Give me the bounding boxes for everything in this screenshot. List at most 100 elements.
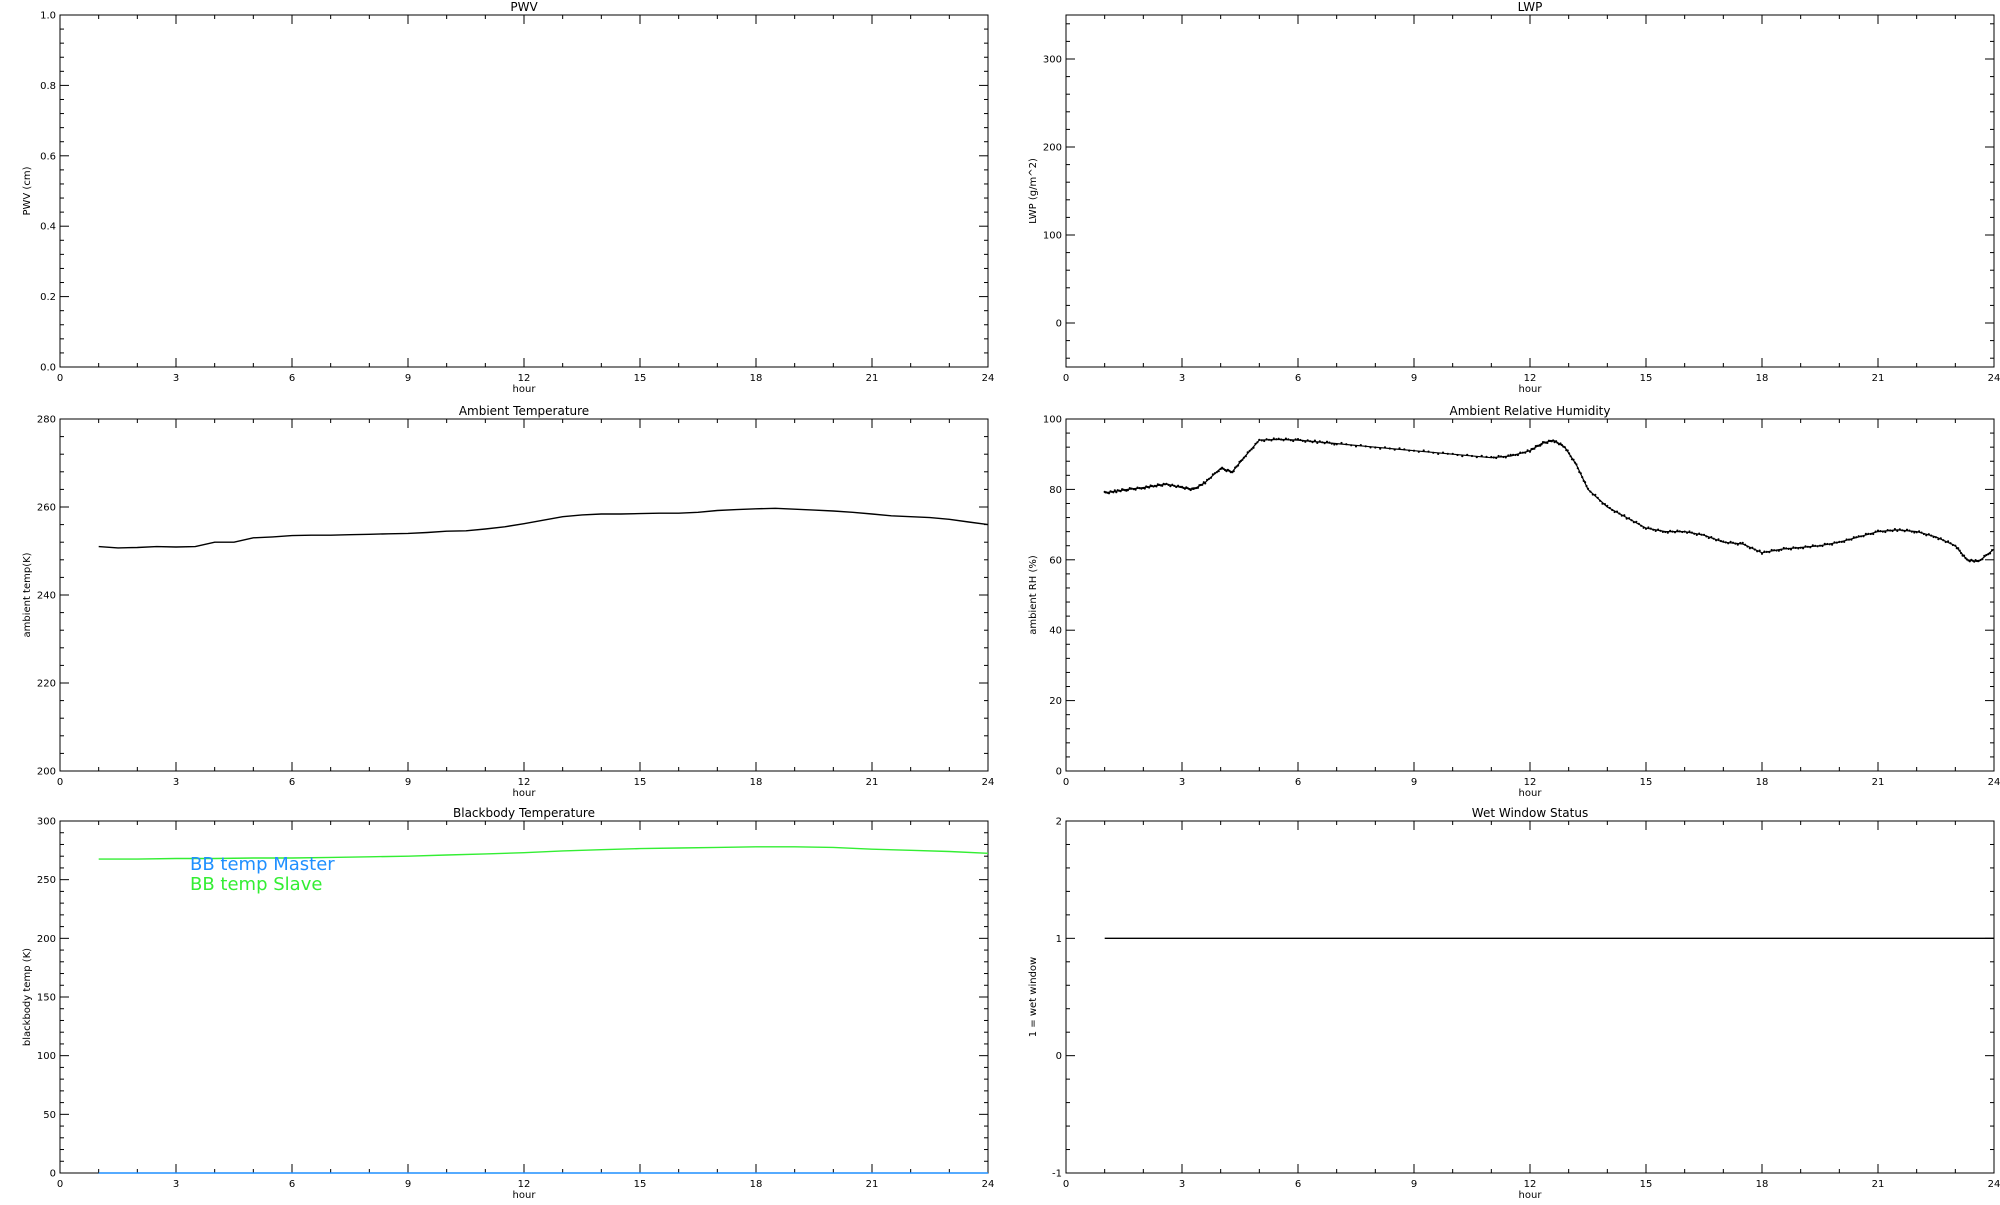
- x-tick-label: 24: [1988, 777, 2000, 788]
- panel-bb-temp: Blackbody Temperature 0 3 6 9 12 15 18 21 24 hour 0…: [22, 806, 995, 1201]
- y-tick-label: 300: [1043, 55, 1062, 66]
- series-line: [1104, 438, 1995, 563]
- x-tick-label: 21: [1872, 1179, 1885, 1190]
- legend-entry: BB temp Master: [190, 854, 335, 875]
- x-tick-label: 15: [634, 777, 647, 788]
- x-tick-label: 18: [750, 373, 763, 384]
- x-tick-label: 6: [1295, 373, 1301, 384]
- x-tick-label: 24: [982, 777, 995, 788]
- x-tick-label: 6: [1295, 777, 1301, 788]
- plot-frame: [1065, 418, 1995, 772]
- y-tick-label: 200: [37, 767, 56, 778]
- y-tick-label: 60: [1049, 555, 1062, 566]
- x-tick-label: 21: [866, 777, 879, 788]
- x-tick-label: 15: [634, 373, 647, 384]
- x-tick-label: 18: [1756, 1179, 1769, 1190]
- x-tick-label: 18: [1756, 373, 1769, 384]
- panel-pwv: PWV 0 3 6 9 12 15 18 21 24 hour 0.0 0.2 0.4 0.6 0.8 1.0 P…: [22, 0, 994, 395]
- x-tick-label: 18: [750, 777, 763, 788]
- y-tick-label: 200: [1043, 143, 1062, 154]
- x-axis-label: hour: [1519, 1190, 1543, 1200]
- x-tick-label: 3: [173, 777, 179, 788]
- y-axis-label: ambient temp(K): [22, 552, 33, 637]
- x-tick-label: 9: [405, 373, 411, 384]
- x-tick-label: 18: [1756, 777, 1769, 788]
- x-tick-label: 15: [634, 1179, 647, 1190]
- x-tick-label: 24: [1988, 1179, 2000, 1190]
- y-tick-label: 0.0: [40, 363, 56, 374]
- plot-frame: [59, 14, 989, 368]
- x-tick-label: 9: [405, 777, 411, 788]
- y-tick-label: 1: [1056, 934, 1062, 945]
- x-tick-label: 15: [1640, 373, 1653, 384]
- x-tick-label: 21: [866, 1179, 879, 1190]
- x-tick-label: 9: [1411, 777, 1417, 788]
- y-tick-label: 0: [50, 1169, 56, 1180]
- x-tick-label: 6: [289, 777, 295, 788]
- x-tick-label: 21: [1872, 373, 1885, 384]
- y-axis-label: ambient RH (%): [1028, 555, 1039, 635]
- x-tick-label: 6: [1295, 1179, 1301, 1190]
- y-tick-label: 220: [37, 679, 56, 690]
- x-tick-label: 0: [1063, 777, 1069, 788]
- y-tick-label: 0: [1056, 1051, 1062, 1062]
- y-axis-label: blackbody temp (K): [22, 948, 33, 1046]
- x-tick-label: 21: [866, 373, 879, 384]
- series-line-1: [98, 846, 989, 860]
- x-axis-label: hour: [513, 788, 537, 799]
- panel-title: Ambient Temperature: [459, 404, 589, 418]
- x-tick-label: 0: [1063, 373, 1069, 384]
- y-axis-label: 1 = wet window: [1028, 957, 1039, 1037]
- x-tick-label: 6: [289, 1179, 295, 1190]
- panel-title: LWP: [1518, 0, 1543, 14]
- x-tick-label: 12: [518, 1179, 531, 1190]
- y-tick-label: 20: [1049, 696, 1062, 707]
- x-tick-label: 15: [1640, 1179, 1653, 1190]
- x-tick-label: 18: [750, 1179, 763, 1190]
- x-tick-label: 0: [57, 1179, 63, 1190]
- x-tick-label: 9: [1411, 1179, 1417, 1190]
- x-tick-label: 9: [405, 1179, 411, 1190]
- x-tick-label: 12: [518, 777, 531, 788]
- panel-title: PWV: [510, 0, 538, 14]
- x-tick-label: 12: [1524, 777, 1537, 788]
- x-tick-label: 0: [57, 777, 63, 788]
- y-tick-label: 100: [1043, 231, 1062, 242]
- x-tick-label: 15: [1640, 777, 1653, 788]
- y-tick-label: 150: [37, 993, 56, 1004]
- y-tick-label: 40: [1049, 626, 1062, 637]
- y-tick-label: 2: [1056, 817, 1062, 828]
- y-tick-label: 100: [37, 1051, 56, 1062]
- x-tick-label: 24: [982, 373, 995, 384]
- plot-frame: [1065, 14, 1995, 368]
- y-tick-label: 300: [37, 817, 56, 828]
- x-tick-label: 24: [1988, 373, 2000, 384]
- panel-title: Wet Window Status: [1472, 806, 1588, 820]
- y-tick-label: 0.6: [40, 151, 56, 162]
- y-tick-label: 240: [37, 591, 56, 602]
- plot-frame: [59, 418, 989, 772]
- panel-ambient-temp: Ambient Temperature 0 3 6 9 12 15 18 21 24 hour 200…: [22, 404, 994, 799]
- x-axis-label: hour: [513, 1190, 537, 1200]
- y-tick-label: 260: [37, 503, 56, 514]
- x-tick-label: 3: [173, 1179, 179, 1190]
- x-tick-label: 3: [1179, 777, 1185, 788]
- x-axis-label: hour: [513, 384, 537, 395]
- x-tick-label: 3: [1179, 1179, 1185, 1190]
- y-tick-label: -1: [1052, 1169, 1062, 1180]
- x-tick-label: 24: [982, 1179, 995, 1190]
- x-tick-label: 12: [1524, 373, 1537, 384]
- y-tick-label: 0.8: [40, 81, 56, 92]
- x-tick-label: 12: [1524, 1179, 1537, 1190]
- series-line: [98, 507, 989, 549]
- panel-title: Ambient Relative Humidity: [1450, 404, 1611, 418]
- y-tick-label: 0: [1056, 319, 1062, 330]
- x-tick-label: 3: [1179, 373, 1185, 384]
- x-tick-label: 0: [57, 373, 63, 384]
- y-tick-label: 0.2: [40, 292, 56, 303]
- panel-title: Blackbody Temperature: [453, 806, 595, 820]
- y-tick-label: 80: [1049, 485, 1062, 496]
- x-tick-label: 6: [289, 373, 295, 384]
